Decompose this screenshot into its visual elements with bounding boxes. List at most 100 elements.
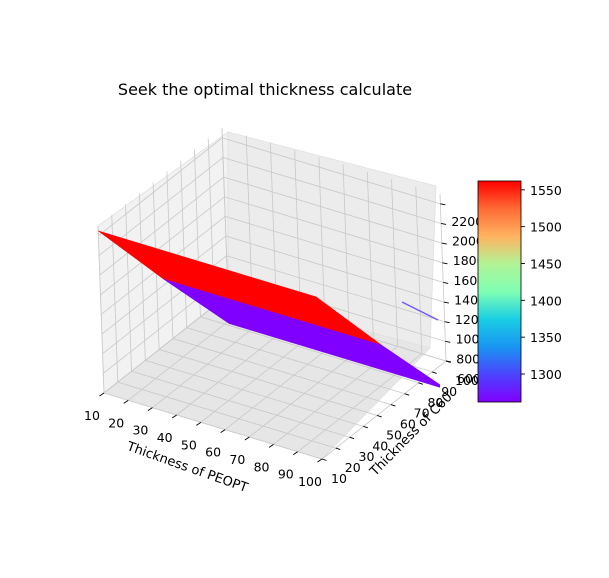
tick-mark: [444, 321, 450, 324]
x-grid-line-wall: [245, 135, 253, 303]
y-grid-line-wall: [138, 193, 146, 361]
x-tick-label: 20: [108, 415, 124, 430]
colorbar-gradient: [477, 180, 522, 403]
colorbar-ticks: 1300 1350 1400 1450 1500 1550: [521, 183, 562, 382]
x-grid-line-wall: [366, 171, 374, 340]
z-grid-line-left: [103, 294, 229, 394]
tick-mark: [171, 414, 177, 419]
z-grid-line-back: [224, 196, 443, 264]
y-tick-label: 100: [455, 373, 479, 388]
colorbar-tick-label: 1450: [530, 257, 562, 272]
x-grid-line-wall: [439, 193, 447, 362]
tick-mark: [404, 393, 410, 396]
y-tick-label: 30: [359, 449, 375, 464]
y-grid-line-wall: [180, 160, 188, 328]
z-grid-line-back: [223, 176, 442, 244]
x-grid-line-wall: [391, 179, 398, 347]
z-tick-label: 2200: [451, 214, 483, 229]
x-grid-line-wall: [342, 164, 350, 332]
tick-mark: [321, 458, 327, 461]
tick-mark: [443, 301, 449, 304]
tick-mark: [293, 451, 299, 456]
x-tick-label: 80: [254, 459, 270, 474]
tick-mark: [99, 392, 105, 397]
tick-mark: [268, 443, 274, 448]
x-tick-label: 10: [84, 408, 100, 423]
tick-mark: [441, 242, 447, 245]
x-tick-label: 90: [278, 467, 294, 482]
z-grid-line-back: [225, 235, 444, 303]
tick-mark: [418, 382, 424, 385]
chart-title: Seek the optimal thickness calculate: [118, 80, 412, 99]
colorbar: 1300 1350 1400 1450 1500 1550: [477, 180, 562, 403]
z-tick-label: 600: [457, 371, 481, 386]
y-grid-line-wall: [221, 127, 229, 296]
y-grid-line-floor: [200, 316, 419, 384]
y-tick-label: 90: [441, 384, 457, 399]
y-tick-label: 10: [331, 471, 347, 486]
colorbar-tick-label: 1400: [530, 293, 562, 308]
x-tick-label: 60: [205, 445, 221, 460]
tick-mark: [147, 407, 153, 412]
axis-ticks: [99, 203, 452, 463]
y-axis-label: Thickness of C60: [367, 390, 456, 480]
tick-mark: [445, 360, 452, 363]
tick-mark: [442, 262, 448, 265]
tick-mark: [390, 404, 396, 407]
surface-layer: [98, 230, 440, 388]
y-grid-line-floor: [186, 327, 405, 395]
x-grid-line-wall: [318, 157, 326, 325]
y-tick-label: 40: [372, 438, 388, 453]
tick-mark: [440, 203, 446, 206]
y-tick-label: 20: [345, 460, 361, 475]
x-tick-labels: 10 20 30 40 50 60 70 80 90 100: [84, 408, 322, 489]
y-grid-line-floor: [158, 349, 378, 416]
tick-mark: [196, 421, 202, 426]
y-tick-label: 60: [400, 417, 416, 432]
x-grid-line-wall: [294, 149, 302, 318]
x-grid-line-wall: [270, 142, 277, 310]
x-tick-label: 40: [157, 430, 173, 445]
z-grid-line-back: [222, 137, 441, 205]
y-grid-line-floor: [131, 370, 350, 438]
surface-edge-line: [401, 301, 439, 321]
tick-mark: [335, 447, 341, 451]
x-grid-line-wall: [415, 186, 423, 354]
z-grid-line-back: [225, 216, 444, 283]
x-tick-label: 30: [132, 423, 148, 438]
y-tick-label: 70: [414, 406, 430, 421]
tick-mark: [317, 458, 323, 463]
x-tick-label: 70: [229, 452, 245, 467]
colorbar-tick-label: 1500: [530, 220, 562, 235]
surface-patch-2: [163, 278, 440, 388]
z-grid-line-back: [222, 157, 442, 224]
z-tick-label: 1800: [453, 253, 485, 268]
tick-mark: [349, 436, 355, 440]
y-grid-line-wall: [111, 215, 119, 383]
tick-mark: [363, 425, 368, 429]
z-tick-label: 2000: [452, 233, 484, 248]
z-grid-line-back: [226, 255, 445, 323]
z-grid-line-left: [99, 176, 225, 276]
y-tick-label: 80: [427, 395, 443, 410]
y-grid-line-floor: [145, 359, 364, 427]
tick-mark: [244, 436, 250, 441]
z-grid-line-left: [101, 235, 227, 335]
z-tick-label: 800: [456, 351, 480, 366]
tick-mark: [440, 223, 447, 225]
x-tick-label: 50: [181, 437, 197, 452]
y-grid-line-wall: [125, 204, 132, 372]
tick-mark: [376, 415, 382, 418]
tick-mark: [443, 281, 449, 284]
z-tick-label: 1600: [453, 273, 485, 288]
tick-mark: [123, 399, 129, 404]
y-grid-line-floor: [103, 392, 323, 460]
y-tick-label: 50: [386, 427, 402, 442]
colorbar-tick-label: 1300: [530, 367, 562, 382]
z-grid-line-left: [98, 137, 223, 237]
y-grid-line-floor: [117, 381, 336, 449]
tick-mark: [220, 429, 226, 434]
colorbar-tick-label: 1350: [530, 330, 562, 345]
